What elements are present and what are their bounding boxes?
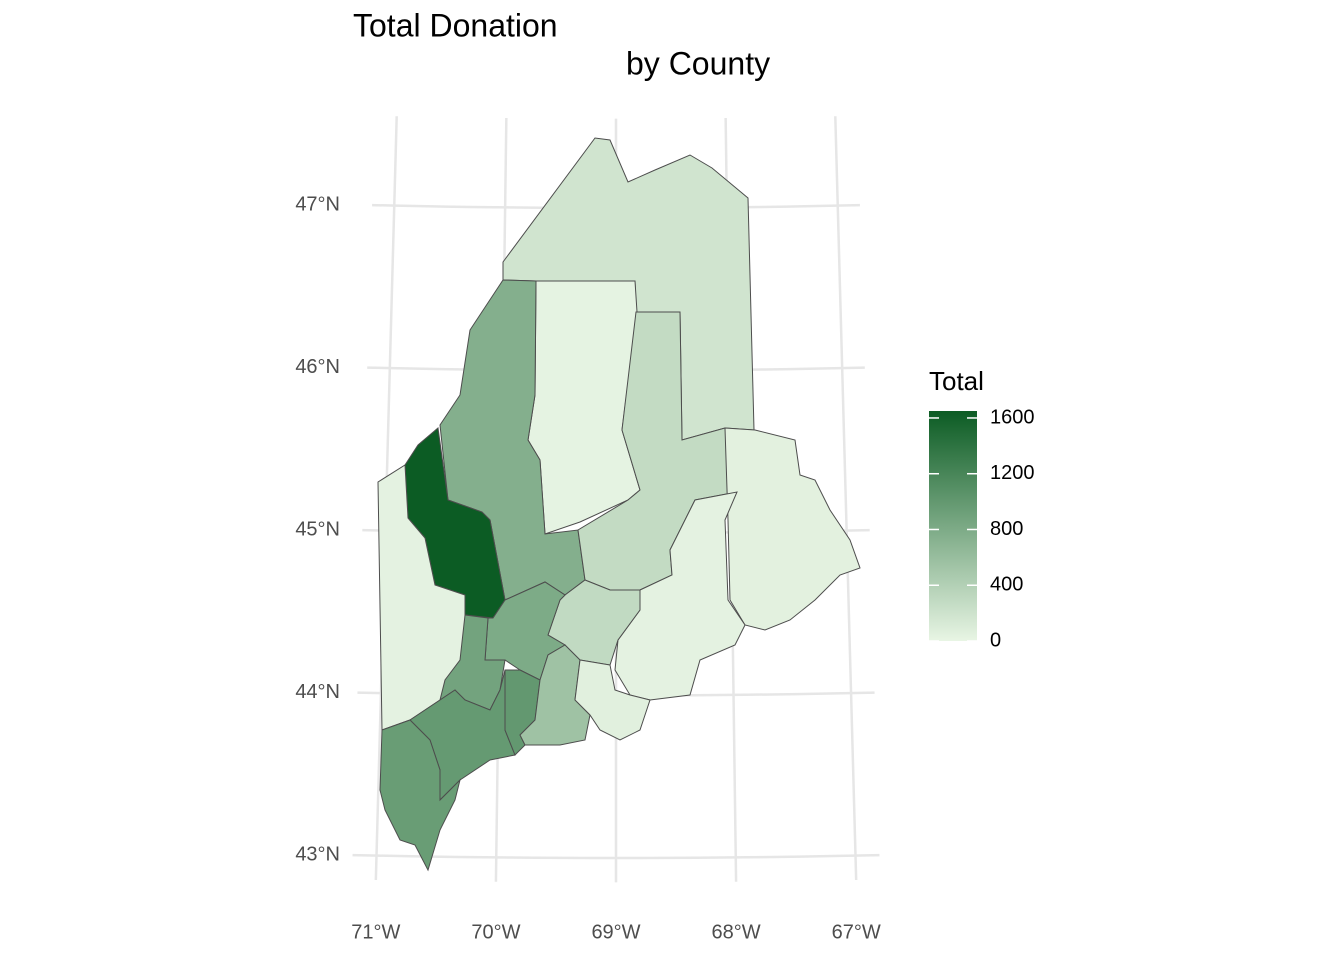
x-tick-label: 70°W — [471, 921, 520, 943]
chart-title: Total Donation — [353, 7, 558, 43]
legend-tick-label: 1200 — [990, 462, 1035, 484]
county — [527, 280, 641, 535]
chart-subtitle: by County — [626, 45, 770, 81]
legend-tick-label: 400 — [990, 574, 1023, 596]
x-tick-label: 71°W — [351, 921, 400, 943]
legend: 0 400 800 1200 1600 — [929, 406, 1035, 651]
y-tick-label: 47°N — [295, 193, 340, 215]
x-tick-label: 69°W — [591, 921, 640, 943]
grid-line — [352, 853, 880, 860]
y-tick-label: 44°N — [295, 681, 340, 703]
x-tick-label: 68°W — [712, 921, 761, 943]
legend-tick-label: 0 — [990, 629, 1001, 651]
county — [574, 659, 651, 741]
y-tick-label: 43°N — [295, 843, 340, 865]
x-tick-label: 67°W — [832, 921, 881, 943]
y-tick-label: 45°N — [295, 518, 340, 540]
county — [724, 427, 861, 631]
legend-title: Total — [929, 366, 984, 396]
county — [379, 719, 461, 872]
legend-colorbar — [929, 411, 977, 641]
legend-tick-label: 1600 — [990, 406, 1035, 428]
grid-line — [834, 116, 858, 881]
y-tick-label: 46°N — [295, 356, 340, 378]
map — [377, 137, 861, 872]
legend-tick-label: 800 — [990, 518, 1023, 540]
county — [519, 644, 591, 746]
